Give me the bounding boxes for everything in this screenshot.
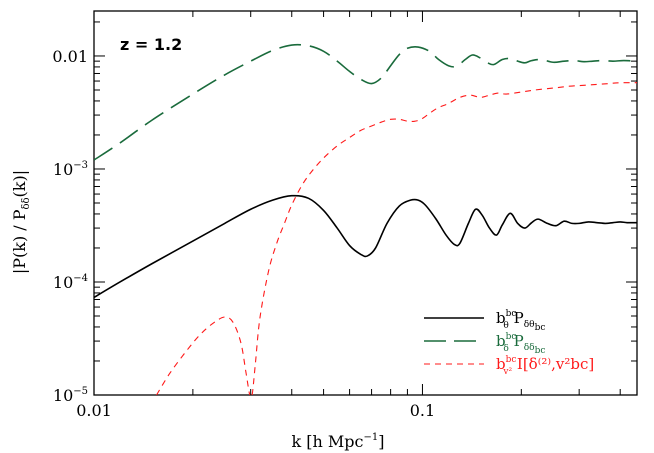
series-line-2 <box>156 82 637 395</box>
redshift-annotation: z = 1.2 <box>120 35 182 54</box>
y-tick-label: 0.01 <box>52 47 88 66</box>
y-tick-label: 10−3 <box>53 160 88 179</box>
x-tick-label: 0.01 <box>76 401 112 420</box>
x-axis-title: k [h Mpc−1] <box>292 432 385 451</box>
plot-frame <box>93 10 638 396</box>
series-line-1 <box>94 43 637 161</box>
y-tick-label: 10−5 <box>53 386 88 405</box>
y-tick-label: 10−4 <box>53 273 88 292</box>
y-axis-title: |P(k) / Pδδ(k)| <box>10 170 32 274</box>
x-tick-label: 0.1 <box>410 401 435 420</box>
legend-label-1: bbc δ Pδδbc <box>496 332 545 356</box>
series-group <box>94 43 637 395</box>
tick-labels: 0.01 0.1 0.01 10−3 10−4 10−5 <box>52 47 435 420</box>
axis-ticks <box>93 11 637 396</box>
series-line-0 <box>94 194 637 299</box>
legend-label-0: bbc θ Pδθbc <box>496 309 545 333</box>
legend-label-2: bbc v² I[δ⁽²⁾,v²bc] <box>496 355 594 377</box>
